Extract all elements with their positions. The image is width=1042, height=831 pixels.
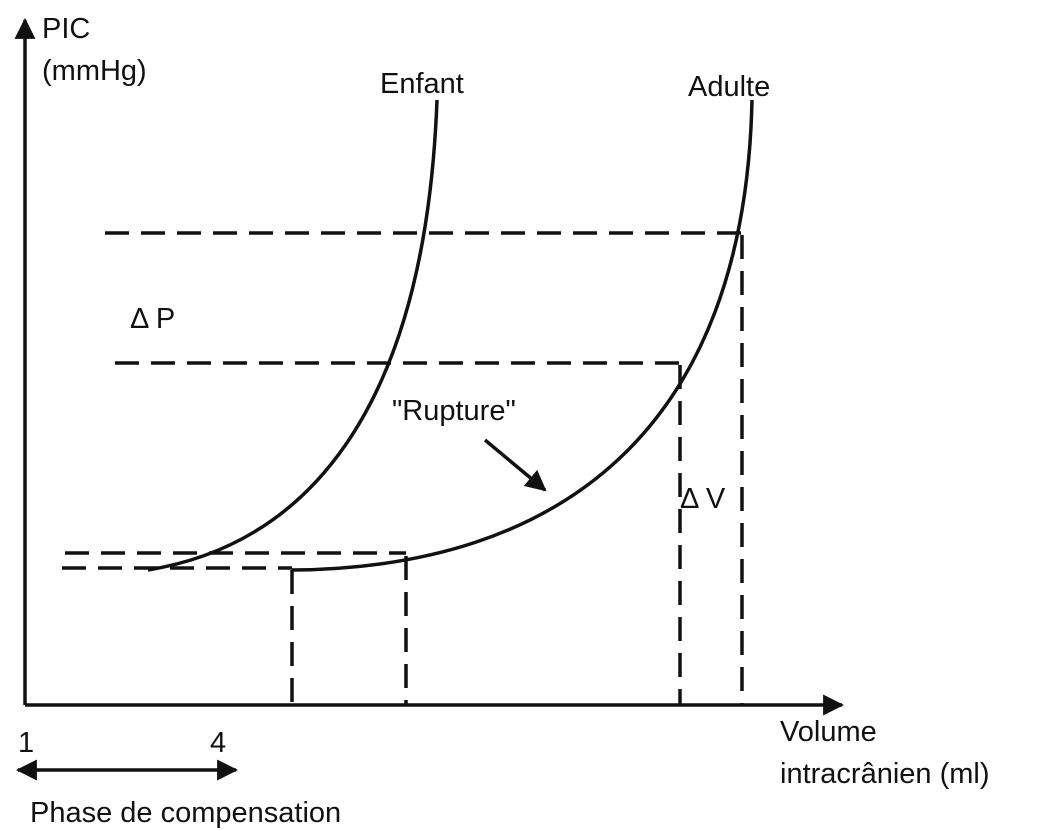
x-mark: 1	[18, 727, 34, 759]
x-label: Volume	[780, 716, 877, 748]
adulte-curve	[291, 99, 754, 572]
rupture-arrow	[483, 438, 547, 492]
annotation: Δ V	[680, 483, 726, 515]
enfant-curve	[147, 99, 439, 572]
annotation: Δ P	[130, 303, 175, 335]
curve-label: Adulte	[688, 71, 770, 103]
x-mark: 4	[210, 727, 226, 759]
x-label: intracrânien (ml)	[780, 758, 990, 790]
y-label: (mmHg)	[42, 55, 147, 87]
curve-label: Enfant	[380, 68, 464, 100]
phase-label: Phase de compensation	[30, 797, 341, 829]
y-label: PIC	[42, 13, 90, 45]
annotation: "Rupture"	[392, 395, 516, 427]
